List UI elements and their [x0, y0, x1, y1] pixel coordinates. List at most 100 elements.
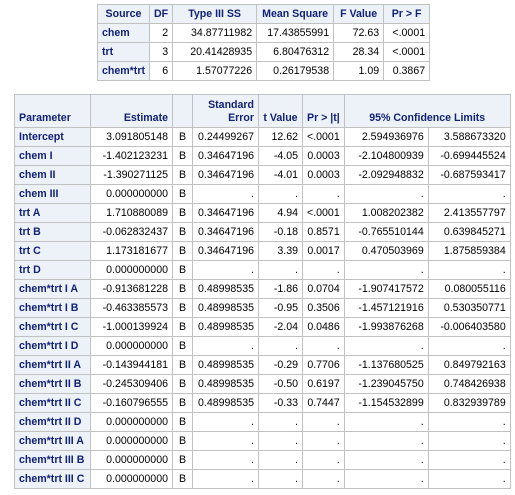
estimate-cell-estimate: -1.402123231 [90, 146, 173, 166]
estimate-cell-parameter: chem I [14, 146, 91, 166]
estimate-cell-flag: B [172, 146, 193, 166]
estimate-cell-p-value: . [302, 260, 345, 280]
estimate-cell-p-value: . [302, 431, 345, 451]
header-p-value: Pr > |t| [302, 94, 345, 128]
estimate-cell-p-value: . [302, 469, 345, 489]
estimate-cell-upper-cl: . [427, 184, 511, 204]
anova-header-f: F Value [333, 4, 385, 24]
estimate-cell-estimate: 0.000000000 [90, 431, 173, 451]
estimate-row: chem*trt II D 0.000000000 B..... [14, 412, 511, 432]
estimate-cell-upper-cl: 3.588673320 [427, 127, 511, 147]
estimate-cell-estimate: 0.000000000 [90, 412, 173, 432]
estimate-cell-t-value: . [258, 450, 303, 470]
estimate-cell-estimate: -0.143944181 [90, 355, 173, 375]
estimate-cell-parameter: chem II [14, 165, 91, 185]
estimate-cell-lower-cl: 0.470503969 [343, 241, 429, 261]
estimate-cell-parameter: trt D [14, 260, 91, 280]
estimate-row: chem*trt II A -0.143944181 B 0.48998535 -0.2… [14, 355, 511, 375]
estimate-cell-t-value: . [258, 184, 303, 204]
estimate-cell-p-value: 0.3506 [302, 298, 345, 318]
estimate-cell-p-value: . [302, 184, 345, 204]
estimate-cell-flag: B [172, 279, 193, 299]
estimate-row: Intercept 3.091805148 B 0.24499267 12.62 <.00… [14, 127, 511, 147]
estimate-cell-estimate: 0.000000000 [90, 450, 173, 470]
estimate-cell-parameter: chem*trt III B [14, 450, 91, 470]
estimate-cell-flag: B [172, 469, 193, 489]
estimate-cell-estimate: -1.390271125 [90, 165, 173, 185]
estimate-cell-parameter: chem*trt III A [14, 431, 91, 451]
estimate-cell-flag: B [172, 165, 193, 185]
anova-cell-f-value: 1.09 [333, 61, 385, 81]
estimate-cell-upper-cl: . [427, 412, 511, 432]
estimate-cell-std-error: 0.34647196 [192, 165, 259, 185]
estimate-row: chem I -1.402123231 B 0.34647196 -4.05 0.0003… [14, 146, 511, 166]
estimate-cell-lower-cl: . [343, 412, 429, 432]
estimate-cell-lower-cl: . [343, 336, 429, 356]
estimate-cell-p-value: <.0001 [302, 203, 345, 223]
header-flag [172, 94, 193, 128]
estimate-cell-upper-cl: . [427, 469, 511, 489]
header-std-error: Standard Error [192, 94, 259, 128]
estimate-cell-t-value: . [258, 260, 303, 280]
estimate-cell-t-value: 12.62 [258, 127, 303, 147]
estimate-cell-std-error: . [192, 450, 259, 470]
anova-cell-p-value: 0.3867 [383, 61, 431, 81]
anova-cell-df: 3 [148, 42, 174, 62]
estimate-cell-t-value: . [258, 431, 303, 451]
estimate-cell-estimate: -0.463385573 [90, 298, 173, 318]
estimate-cell-t-value: -0.50 [258, 374, 303, 394]
estimate-cell-std-error: 0.48998535 [192, 298, 259, 318]
estimate-cell-flag: B [172, 355, 193, 375]
anova-cell-f-value: 72.63 [333, 23, 385, 43]
estimates-header-row: Parameter Estimate Standard Error t Value… [14, 94, 511, 128]
estimate-cell-upper-cl: . [427, 431, 511, 451]
header-parameter: Parameter [14, 94, 91, 128]
estimate-cell-parameter: chem*trt III C [14, 469, 91, 489]
estimate-cell-estimate: 0.000000000 [90, 336, 173, 356]
estimate-cell-std-error: 0.34647196 [192, 222, 259, 242]
estimate-cell-upper-cl: 0.080055116 [427, 279, 511, 299]
estimate-cell-lower-cl: -1.137680525 [343, 355, 429, 375]
estimate-cell-flag: B [172, 260, 193, 280]
estimate-cell-upper-cl: . [427, 336, 511, 356]
estimate-row: chem*trt I D 0.000000000 B..... [14, 336, 511, 356]
estimate-cell-upper-cl: 0.832939789 [427, 393, 511, 413]
estimate-cell-parameter: chem III [14, 184, 91, 204]
estimate-cell-p-value: 0.6197 [302, 374, 345, 394]
estimate-row: trt C 1.173181677 B 0.34647196 3.39 0.0017 0.4… [14, 241, 511, 261]
anova-cell-source: chem [97, 23, 150, 43]
estimate-cell-t-value: -0.95 [258, 298, 303, 318]
estimate-row: chem II -1.390271125 B 0.34647196 -4.01 0.000… [14, 165, 511, 185]
estimate-cell-t-value: -0.29 [258, 355, 303, 375]
estimate-row: trt D 0.000000000 B..... [14, 260, 511, 280]
estimate-cell-lower-cl: 2.594936976 [343, 127, 429, 147]
estimate-cell-p-value: 0.0003 [302, 165, 345, 185]
estimate-row: chem*trt III A 0.000000000 B..... [14, 431, 511, 451]
estimate-cell-flag: B [172, 412, 193, 432]
estimate-cell-lower-cl: . [343, 260, 429, 280]
estimate-cell-p-value: 0.7447 [302, 393, 345, 413]
estimate-cell-parameter: Intercept [14, 127, 91, 147]
estimate-cell-lower-cl: . [343, 184, 429, 204]
estimate-cell-estimate: -0.160796555 [90, 393, 173, 413]
estimate-row: chem*trt I A -0.913681228 B 0.48998535 -1.86… [14, 279, 511, 299]
estimate-cell-t-value: -0.18 [258, 222, 303, 242]
estimate-cell-parameter: trt B [14, 222, 91, 242]
estimate-row: chem*trt I C -1.000139924 B 0.48998535 -2.04… [14, 317, 511, 337]
estimate-cell-estimate: 0.000000000 [90, 260, 173, 280]
anova-row: chem*trt 6 1.57077226 0.26179538 1.09 0.3867 [97, 61, 431, 81]
estimate-cell-t-value: . [258, 336, 303, 356]
anova-header-row: Source DF Type III SS Mean Square F Valu… [97, 4, 431, 24]
anova-cell-df: 2 [148, 23, 174, 43]
estimate-cell-lower-cl: . [343, 450, 429, 470]
estimate-cell-parameter: chem*trt I A [14, 279, 91, 299]
estimate-cell-p-value: 0.0003 [302, 146, 345, 166]
estimate-cell-upper-cl: 0.748426938 [427, 374, 511, 394]
estimate-cell-lower-cl: -1.154532899 [343, 393, 429, 413]
estimate-cell-std-error: . [192, 336, 259, 356]
anova-header-p: Pr > F [383, 4, 431, 24]
estimate-row: chem III 0.000000000 B..... [14, 184, 511, 204]
estimate-row: trt B -0.062832437 B 0.34647196 -0.18 0.8571-… [14, 222, 511, 242]
estimate-cell-parameter: trt A [14, 203, 91, 223]
estimate-cell-p-value: 0.0017 [302, 241, 345, 261]
